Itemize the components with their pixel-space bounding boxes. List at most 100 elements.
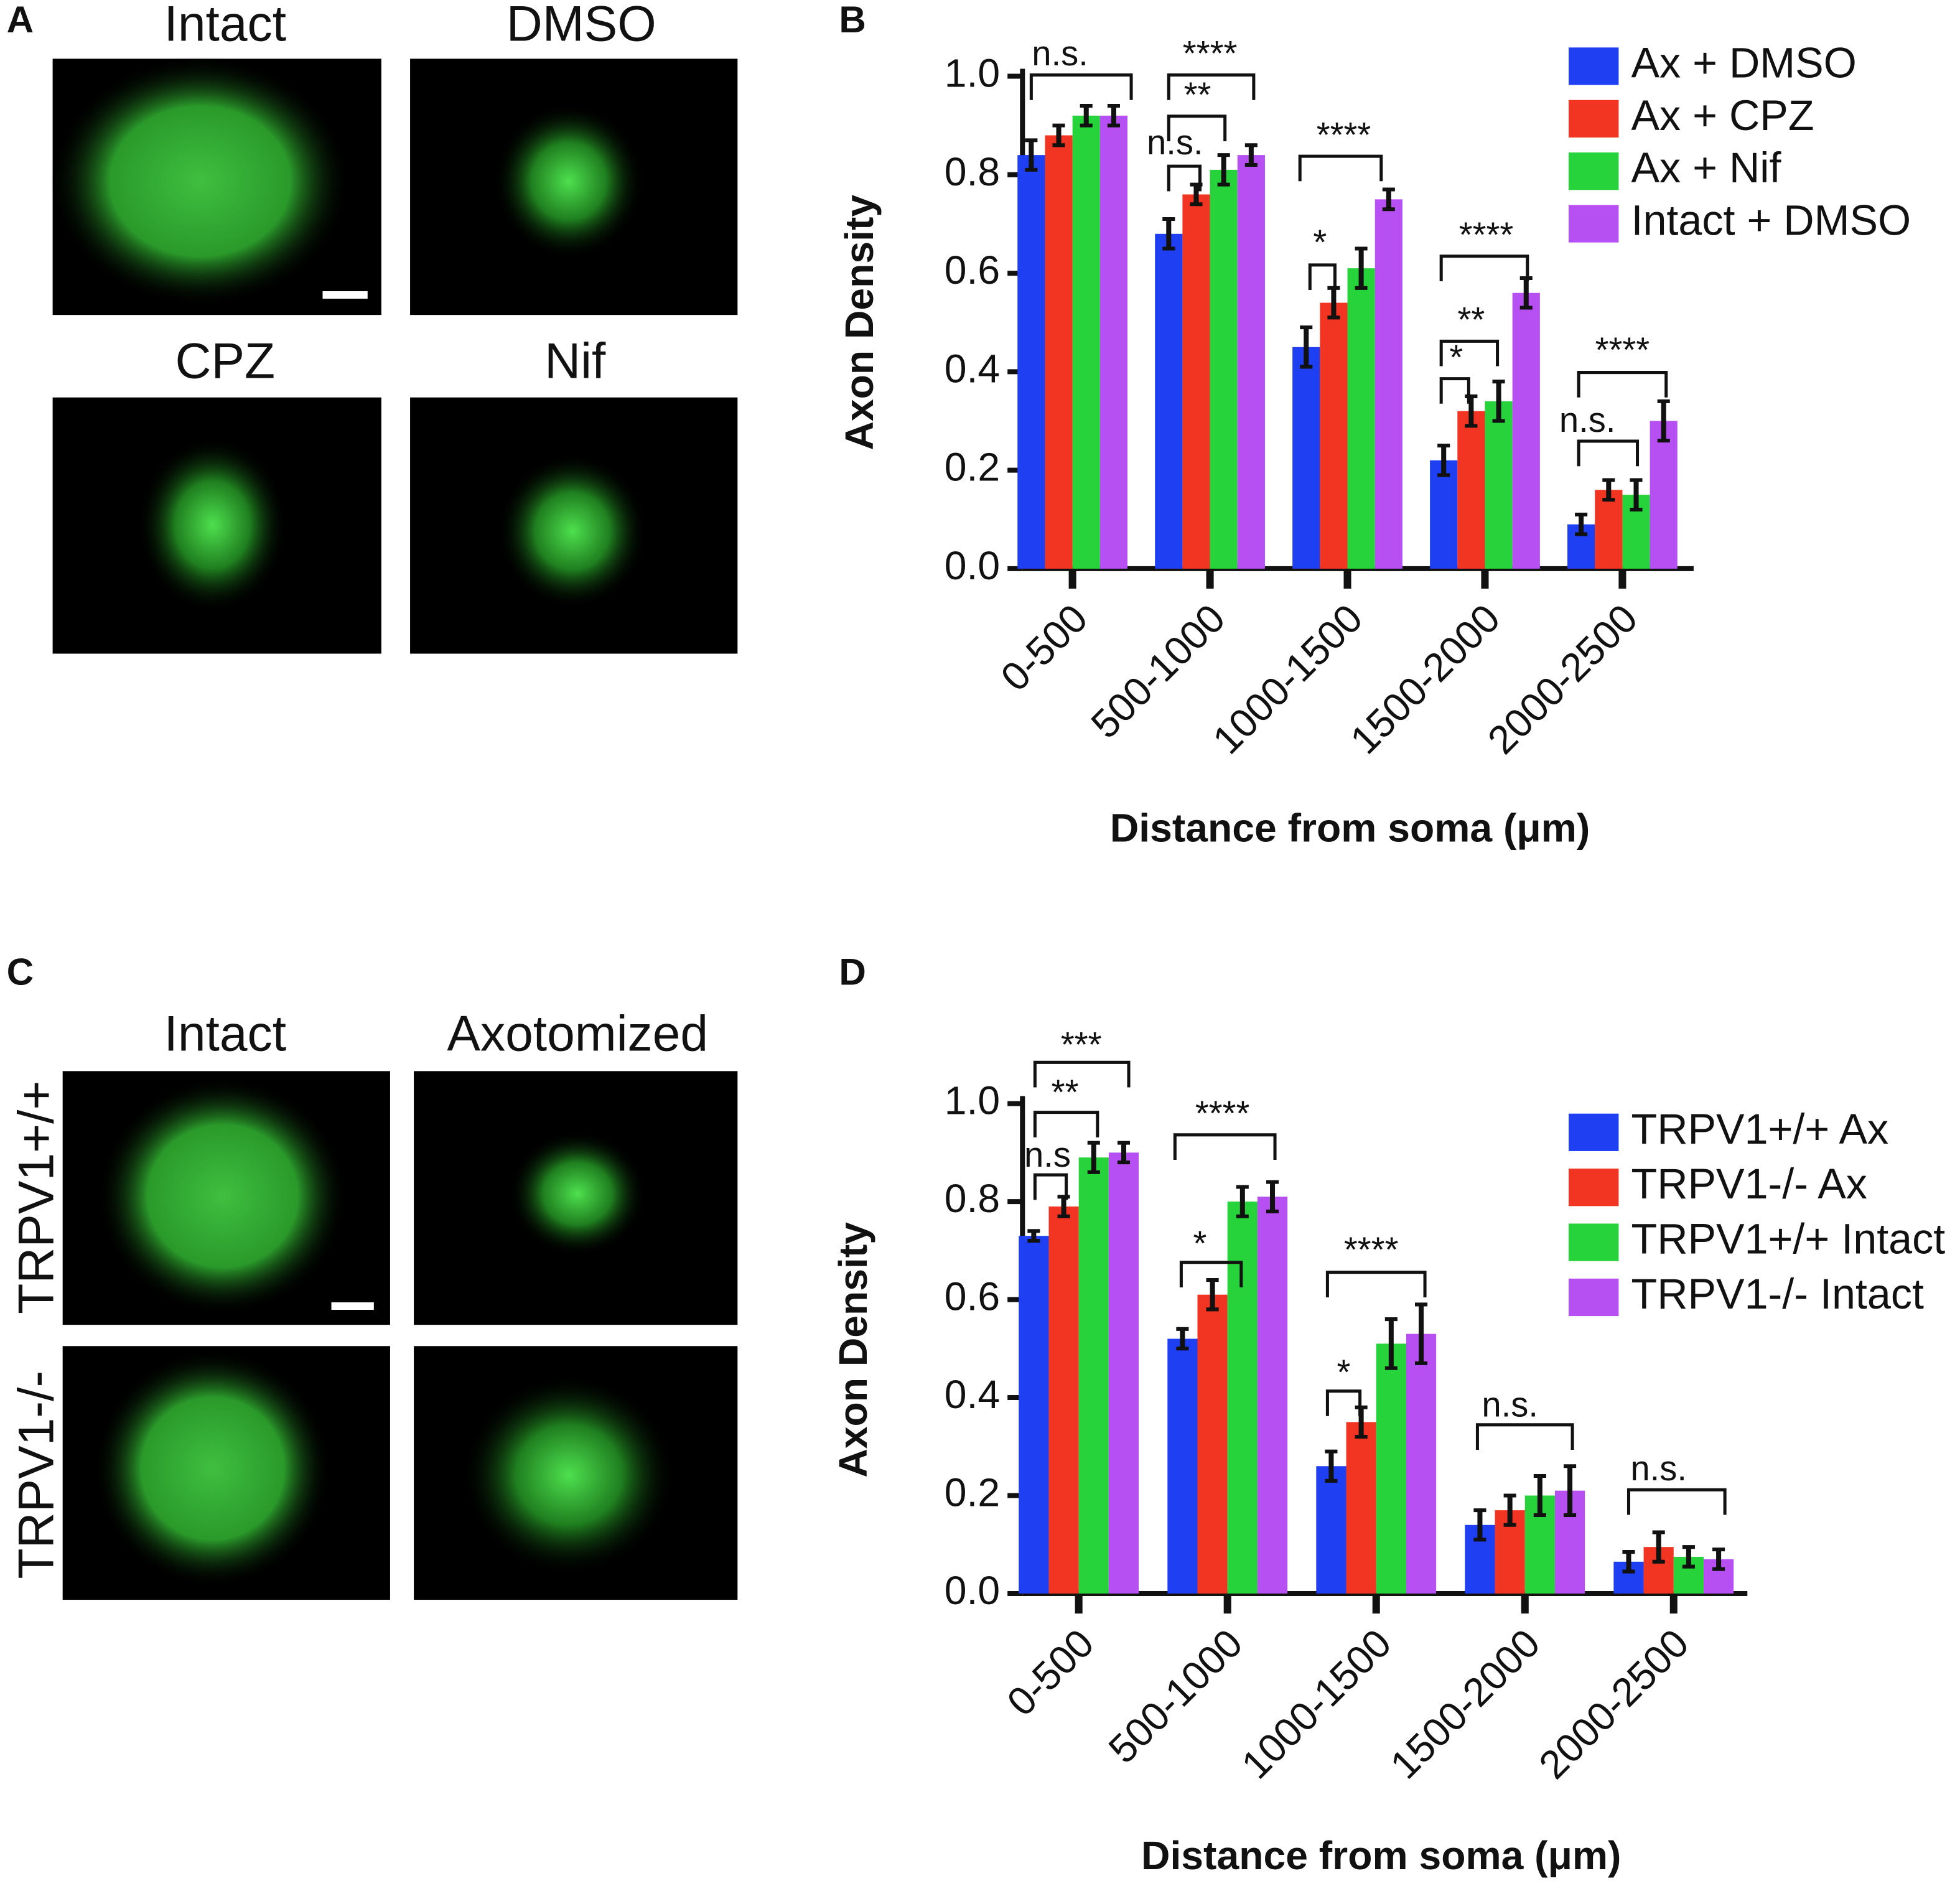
y-tick-label: 0.6 [945, 248, 1000, 292]
error-bar [1602, 478, 1615, 502]
legend-label: Ax + DMSO [1631, 40, 1856, 87]
bar [1237, 155, 1265, 569]
bar [1019, 1236, 1049, 1594]
bar [1045, 135, 1073, 569]
significance-label: n.s. [1630, 1449, 1687, 1488]
legend-swatch [1569, 1278, 1619, 1317]
y-tick-label: 0.8 [945, 149, 1000, 194]
image-label: Intact [164, 1006, 286, 1062]
scale-bar [331, 1302, 374, 1310]
bar [1257, 1197, 1288, 1594]
significance-label: n.s. [1032, 34, 1088, 73]
panel-label: B [839, 0, 866, 40]
legend-swatch [1569, 1113, 1619, 1151]
image-label: CPZ [175, 334, 275, 390]
error-bar [1027, 1229, 1040, 1243]
error-bar [1217, 153, 1230, 187]
bar [1374, 199, 1402, 569]
significance-bracket [1475, 1423, 1574, 1450]
significance-bracket [1033, 1060, 1131, 1088]
error-bar [1117, 1141, 1131, 1165]
error-bar [1266, 1180, 1279, 1213]
bar [1406, 1333, 1437, 1594]
error-bar [1533, 1474, 1546, 1518]
scale-bar [322, 291, 368, 299]
bar [1017, 155, 1045, 569]
error-bar [1176, 1327, 1189, 1351]
bar [1210, 169, 1238, 569]
axon-blob [138, 437, 288, 613]
bar [1078, 1157, 1109, 1594]
significance-bracket [1439, 254, 1529, 281]
bar [1316, 1466, 1346, 1594]
image-panel-c: C Intact Axotomized TRPV1+/+ TRPV1-/- [7, 951, 738, 1600]
error-bar [1630, 478, 1643, 511]
significance-label: n.s. [1147, 123, 1203, 162]
error-bar [1465, 394, 1478, 428]
legend-label: Intact + DMSO [1631, 197, 1911, 245]
error-bar [1622, 1550, 1635, 1574]
significance-label: n.s. [1559, 400, 1616, 439]
bar [1197, 1294, 1228, 1594]
legend-label: Ax + CPZ [1631, 92, 1814, 139]
error-bar [1355, 246, 1368, 290]
y-tick-label: 0.4 [945, 346, 1000, 391]
error-bar [1080, 103, 1093, 128]
panel-label: D [839, 951, 866, 993]
legend-label: TRPV1-/- Intact [1631, 1271, 1924, 1318]
significance-label: ** [1184, 75, 1211, 114]
bar [1108, 1152, 1139, 1594]
error-bar [1162, 217, 1175, 251]
bar [1650, 421, 1678, 569]
image-label: DMSO [506, 0, 656, 52]
error-bar [1057, 1195, 1070, 1218]
error-bar [1025, 138, 1038, 172]
bar [1099, 115, 1128, 569]
x-tick-label: 1000-1500 [1233, 1620, 1399, 1787]
error-bar [1206, 1278, 1219, 1312]
bar [1457, 411, 1485, 569]
bar [1430, 460, 1458, 569]
error-bar [1652, 1530, 1665, 1564]
bar [1485, 401, 1513, 569]
significance-label: n.s. [1482, 1385, 1538, 1424]
significance-bracket [1577, 439, 1640, 467]
y-tick-label: 0.2 [945, 445, 1000, 490]
x-tick-label: 0-500 [999, 1620, 1103, 1724]
significance-label: **** [1459, 215, 1514, 254]
row-label: TRPV1-/- [9, 1371, 65, 1579]
significance-bracket [1439, 377, 1470, 404]
x-tick-label: 0-500 [992, 595, 1096, 699]
significance-label: * [1313, 223, 1327, 262]
legend-label: TRPV1+/+ Ax [1631, 1106, 1888, 1153]
panel-label: C [7, 951, 34, 993]
panel-label: A [7, 0, 34, 40]
bar [1346, 1422, 1376, 1594]
axon-blob [508, 1131, 646, 1256]
significance-bracket [1439, 339, 1500, 366]
row-label: TRPV1+/+ [9, 1081, 65, 1314]
error-bar [1712, 1548, 1725, 1571]
significance-bracket [1179, 1261, 1243, 1287]
significance-bracket [1167, 114, 1227, 141]
significance-label: ** [1052, 1072, 1079, 1111]
bar [1292, 347, 1320, 569]
significance-bracket [1325, 1271, 1427, 1297]
y-tick-label: 1.0 [945, 51, 1000, 96]
x-axis-label: Distance from soma (μm) [1141, 1833, 1621, 1878]
bar-chart: D 0.0 0.2 0.4 0.6 0.8 1.0 Axon Density Distance … [831, 951, 1945, 1878]
significance-bracket [1029, 73, 1133, 100]
error-bar [1382, 187, 1395, 212]
error-bar [1087, 1141, 1100, 1174]
image-label: Axotomized [447, 1006, 708, 1062]
significance-bracket [1298, 154, 1383, 182]
significance-bracket [1626, 1488, 1727, 1515]
bar [1155, 233, 1183, 569]
error-bar [1384, 1317, 1398, 1370]
significance-label: * [1337, 1352, 1351, 1391]
bar [1182, 194, 1210, 569]
significance-bracket [1167, 164, 1202, 192]
legend-swatch [1569, 47, 1619, 85]
error-bar [1052, 123, 1065, 147]
y-axis-label: Axon Density [837, 195, 882, 450]
